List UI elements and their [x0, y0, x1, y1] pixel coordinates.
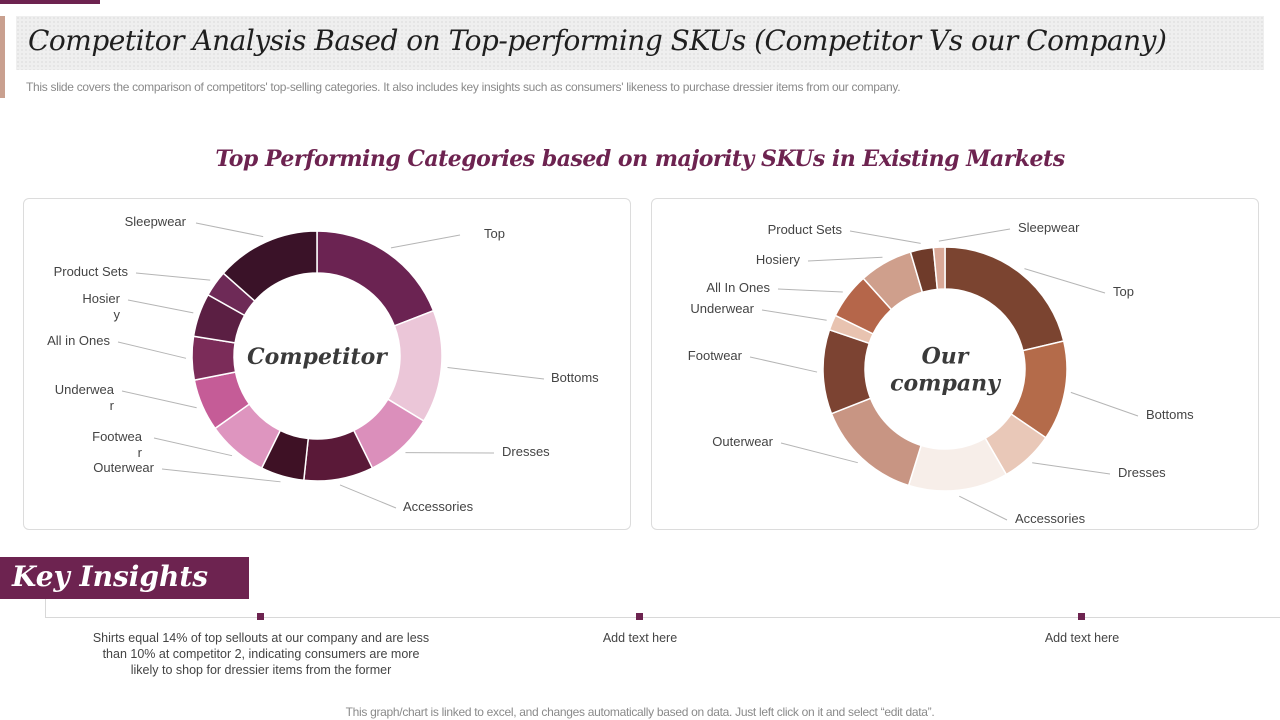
- competitor-chart-panel[interactable]: Top Bottoms Dresses Accessories Outerwear Foo…: [23, 198, 631, 530]
- page-title: Competitor Analysis Based on Top-perform…: [28, 24, 1167, 57]
- leader-line: [390, 234, 461, 249]
- company-chart-panel[interactable]: Top Bottoms Dresses Accessories Outerwear Foo…: [651, 198, 1259, 530]
- timeline-marker: [636, 613, 643, 620]
- donut-slice-all-in-ones[interactable]: [191, 335, 237, 381]
- title-band: [16, 16, 1264, 70]
- slice-label: Top: [484, 226, 505, 241]
- donut-slice-sleepwear[interactable]: [222, 230, 318, 303]
- key-insights-heading: Key Insights: [12, 560, 209, 593]
- slice-label: Hosiery: [756, 252, 801, 267]
- leader-line: [849, 230, 921, 244]
- leader-line: [135, 272, 211, 281]
- slice-label: Bottoms: [551, 370, 599, 385]
- leader-line: [761, 309, 827, 321]
- insights-timeline: [46, 617, 1280, 618]
- key-insights-banner: [0, 557, 249, 599]
- slice-label: Accessories: [403, 499, 474, 514]
- leader-line: [780, 442, 858, 464]
- slice-label: Outerwear: [712, 434, 773, 449]
- slice-label: All In Ones: [706, 280, 770, 295]
- insight-text-1[interactable]: Shirts equal 14% of top sellouts at our …: [92, 631, 430, 677]
- leader-line: [117, 341, 187, 359]
- donut-center-label: Our company: [890, 344, 1002, 397]
- slice-label: Underwear: [690, 301, 754, 316]
- leader-line: [777, 288, 843, 293]
- slice-label: Product Sets: [768, 222, 843, 237]
- donut-slice-top[interactable]: [944, 246, 1065, 352]
- leader-line: [127, 299, 194, 314]
- leader-line: [1024, 268, 1106, 294]
- leader-line: [339, 484, 397, 509]
- leader-line: [447, 367, 545, 380]
- timeline-marker: [1078, 613, 1085, 620]
- timeline-marker: [257, 613, 264, 620]
- slice-label: Outerwear: [93, 460, 154, 475]
- slice-label: All in Ones: [47, 333, 110, 348]
- company-donut-chart[interactable]: Top Bottoms Dresses Accessories Outerwear Foo…: [652, 199, 1258, 529]
- slice-label: Dresses: [502, 444, 550, 459]
- timeline-connector: [45, 599, 46, 618]
- footer-note: This graph/chart is linked to excel, and…: [345, 705, 935, 719]
- leader-line: [807, 256, 883, 262]
- slice-label: Sleepwear: [1018, 220, 1080, 235]
- leader-line: [121, 390, 197, 409]
- slice-label: Product Sets: [54, 264, 129, 279]
- leader-line: [153, 437, 233, 457]
- slice-label: Dresses: [1118, 465, 1166, 480]
- insight-text-2[interactable]: Add text here: [602, 631, 678, 645]
- leader-line: [161, 468, 281, 483]
- donut-slice-top[interactable]: [316, 230, 435, 327]
- slice-label: Top: [1113, 284, 1134, 299]
- leader-line: [195, 222, 264, 238]
- slice-label: Accessories: [1015, 511, 1086, 526]
- leader-line: [1070, 391, 1139, 417]
- slice-label: Footwear: [688, 348, 743, 363]
- slice-label: Bottoms: [1146, 407, 1194, 422]
- leader-line: [938, 228, 1011, 242]
- left-accent-bar: [0, 16, 5, 98]
- leader-line: [1032, 462, 1111, 475]
- donut-slice-footwear[interactable]: [822, 328, 872, 415]
- top-accent-bar: [0, 0, 100, 4]
- leader-line: [959, 495, 1008, 521]
- slice-label: Sleepwear: [125, 214, 187, 229]
- section-title: Top Performing Categories based on major…: [215, 146, 1065, 172]
- page-subtitle: This slide covers the comparison of comp…: [26, 80, 901, 94]
- donut-center-label: Competitor: [247, 344, 388, 370]
- leader-line: [749, 356, 818, 373]
- insight-text-3[interactable]: Add text here: [1044, 631, 1120, 645]
- donut-slice-outerwear[interactable]: [830, 397, 923, 487]
- competitor-donut-chart[interactable]: Top Bottoms Dresses Accessories OuterwearFoo…: [24, 199, 630, 529]
- donut-slice-sleepwear[interactable]: [932, 246, 946, 291]
